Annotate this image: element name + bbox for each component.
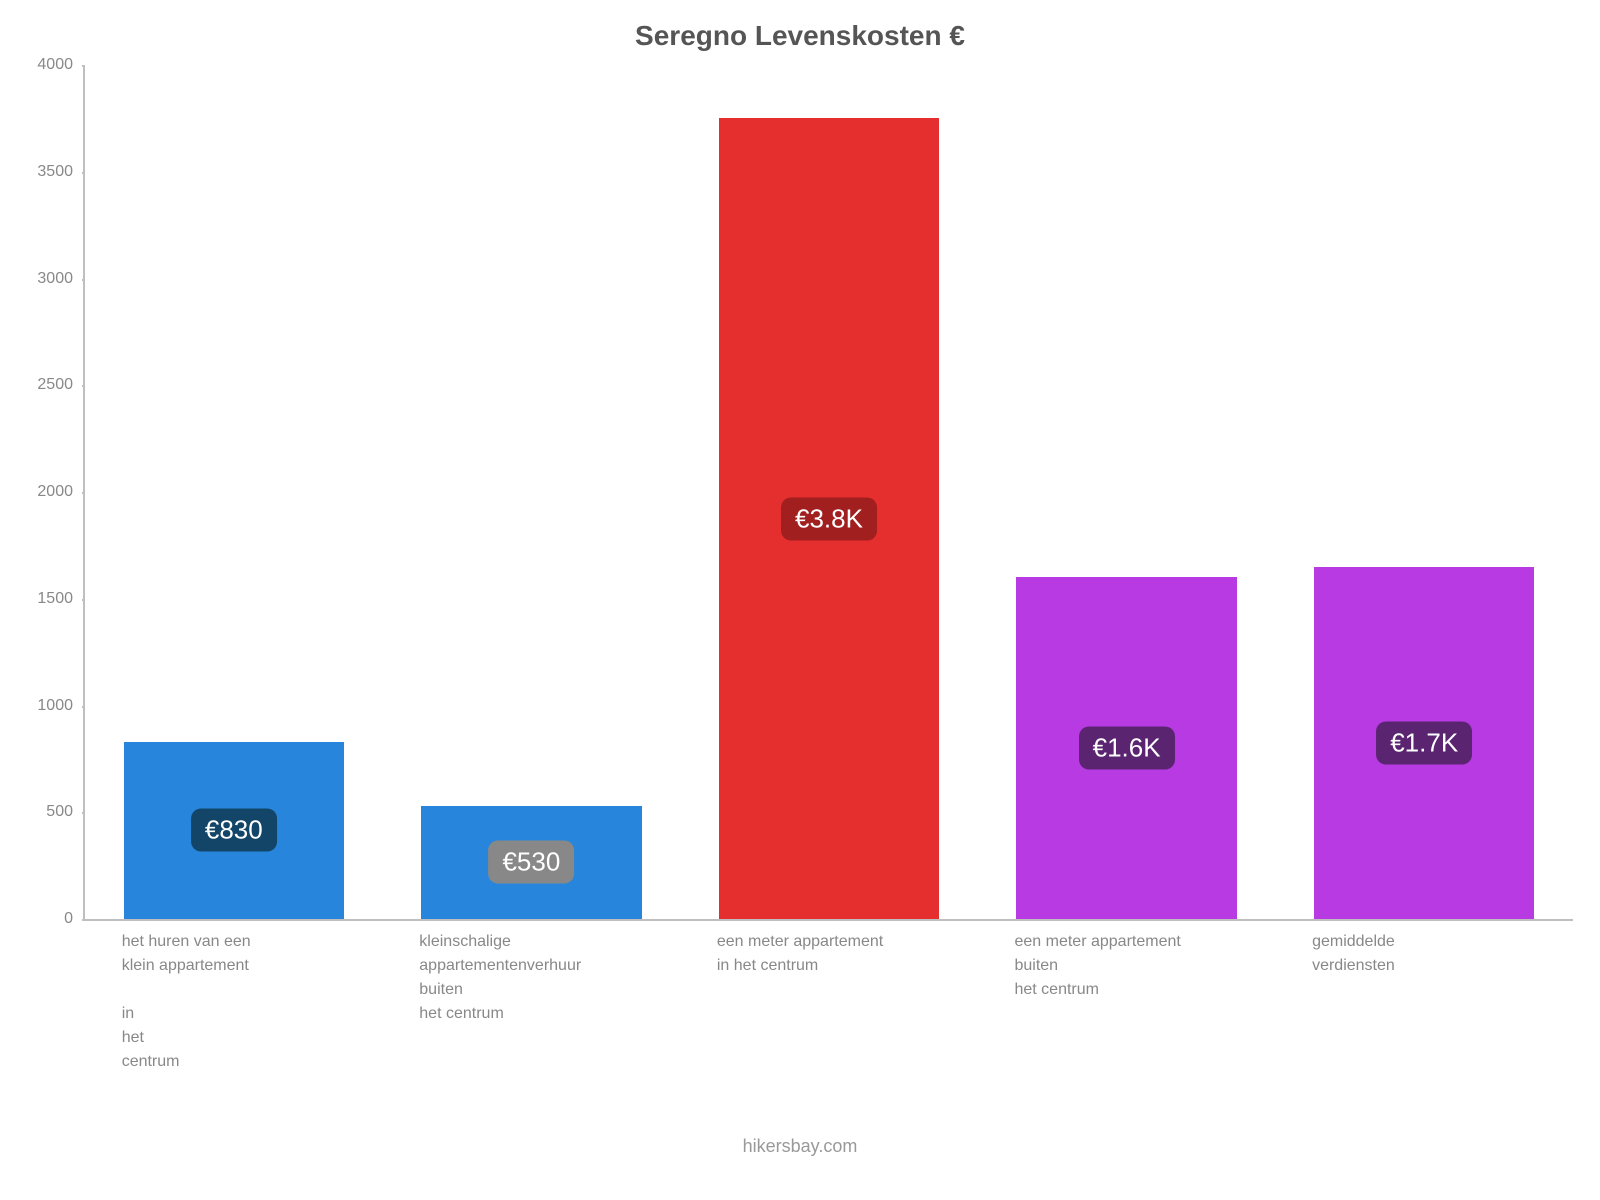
bar-value-badge: €530 — [488, 841, 574, 884]
x-tick-label-line: het — [122, 1026, 251, 1050]
y-tick-label: 1500 — [37, 590, 73, 608]
x-tick-label-line: klein appartement — [122, 954, 251, 978]
bar-value-badge: €3.8K — [781, 497, 877, 540]
y-tick-label: 4000 — [37, 56, 73, 74]
cost-of-living-chart: Seregno Levenskosten € €830 €530 €3.8K €1.6… — [0, 0, 1600, 1200]
x-tick-label-line: verdiensten — [1312, 954, 1395, 978]
x-tick-label-line: in — [122, 1002, 251, 1026]
y-tick-label: 500 — [46, 803, 73, 821]
x-tick-label-line: een meter appartement — [717, 930, 883, 954]
y-gridline — [82, 279, 85, 281]
x-tick-label-line: buiten — [1014, 954, 1180, 978]
y-gridline — [82, 172, 85, 174]
bar: €3.8K — [719, 118, 939, 919]
chart-attribution: hikersbay.com — [0, 1136, 1600, 1157]
x-tick-label: gemiddeldeverdiensten — [1312, 930, 1395, 978]
x-tick-label-line: het centrum — [1014, 978, 1180, 1002]
y-tick-label: 3500 — [37, 163, 73, 181]
chart-title: Seregno Levenskosten € — [0, 20, 1600, 52]
plot-area: €830 €530 €3.8K €1.6K €1.7K — [83, 65, 1573, 921]
x-tick-label: een meter appartementin het centrum — [717, 930, 883, 978]
y-gridline — [82, 919, 85, 921]
x-tick-label-line: het huren van een — [122, 930, 251, 954]
x-tick-label-line: buiten — [419, 978, 581, 1002]
bar: €1.7K — [1314, 567, 1534, 919]
bar-value-badge: €830 — [191, 809, 277, 852]
bar-value-badge: €1.7K — [1376, 721, 1472, 764]
x-tick-label: het huren van eenklein appartement inhet… — [122, 930, 251, 1074]
y-tick-label: 2000 — [37, 483, 73, 501]
y-gridline — [82, 706, 85, 708]
x-tick-label: kleinschaligeappartementenverhuurbuitenh… — [419, 930, 581, 1026]
bar-value-badge: €1.6K — [1079, 727, 1175, 770]
x-tick-label-line: het centrum — [419, 1002, 581, 1026]
x-tick-label-line: gemiddelde — [1312, 930, 1395, 954]
x-tick-label-line — [122, 978, 251, 1002]
bar: €530 — [421, 806, 641, 919]
y-gridline — [82, 65, 85, 67]
y-tick-label: 2500 — [37, 376, 73, 394]
y-gridline — [82, 492, 85, 494]
y-gridline — [82, 599, 85, 601]
bar: €1.6K — [1016, 577, 1236, 919]
y-gridline — [82, 385, 85, 387]
x-tick-label-line: kleinschalige — [419, 930, 581, 954]
bar: €830 — [124, 742, 344, 919]
x-tick-label-line: appartementenverhuur — [419, 954, 581, 978]
x-tick-label-line: in het centrum — [717, 954, 883, 978]
x-tick-label-line: centrum — [122, 1050, 251, 1074]
y-tick-label: 0 — [64, 910, 73, 928]
x-tick-label-line: een meter appartement — [1014, 930, 1180, 954]
y-tick-label: 1000 — [37, 697, 73, 715]
y-gridline — [82, 812, 85, 814]
y-tick-label: 3000 — [37, 270, 73, 288]
x-tick-label: een meter appartementbuitenhet centrum — [1014, 930, 1180, 1002]
